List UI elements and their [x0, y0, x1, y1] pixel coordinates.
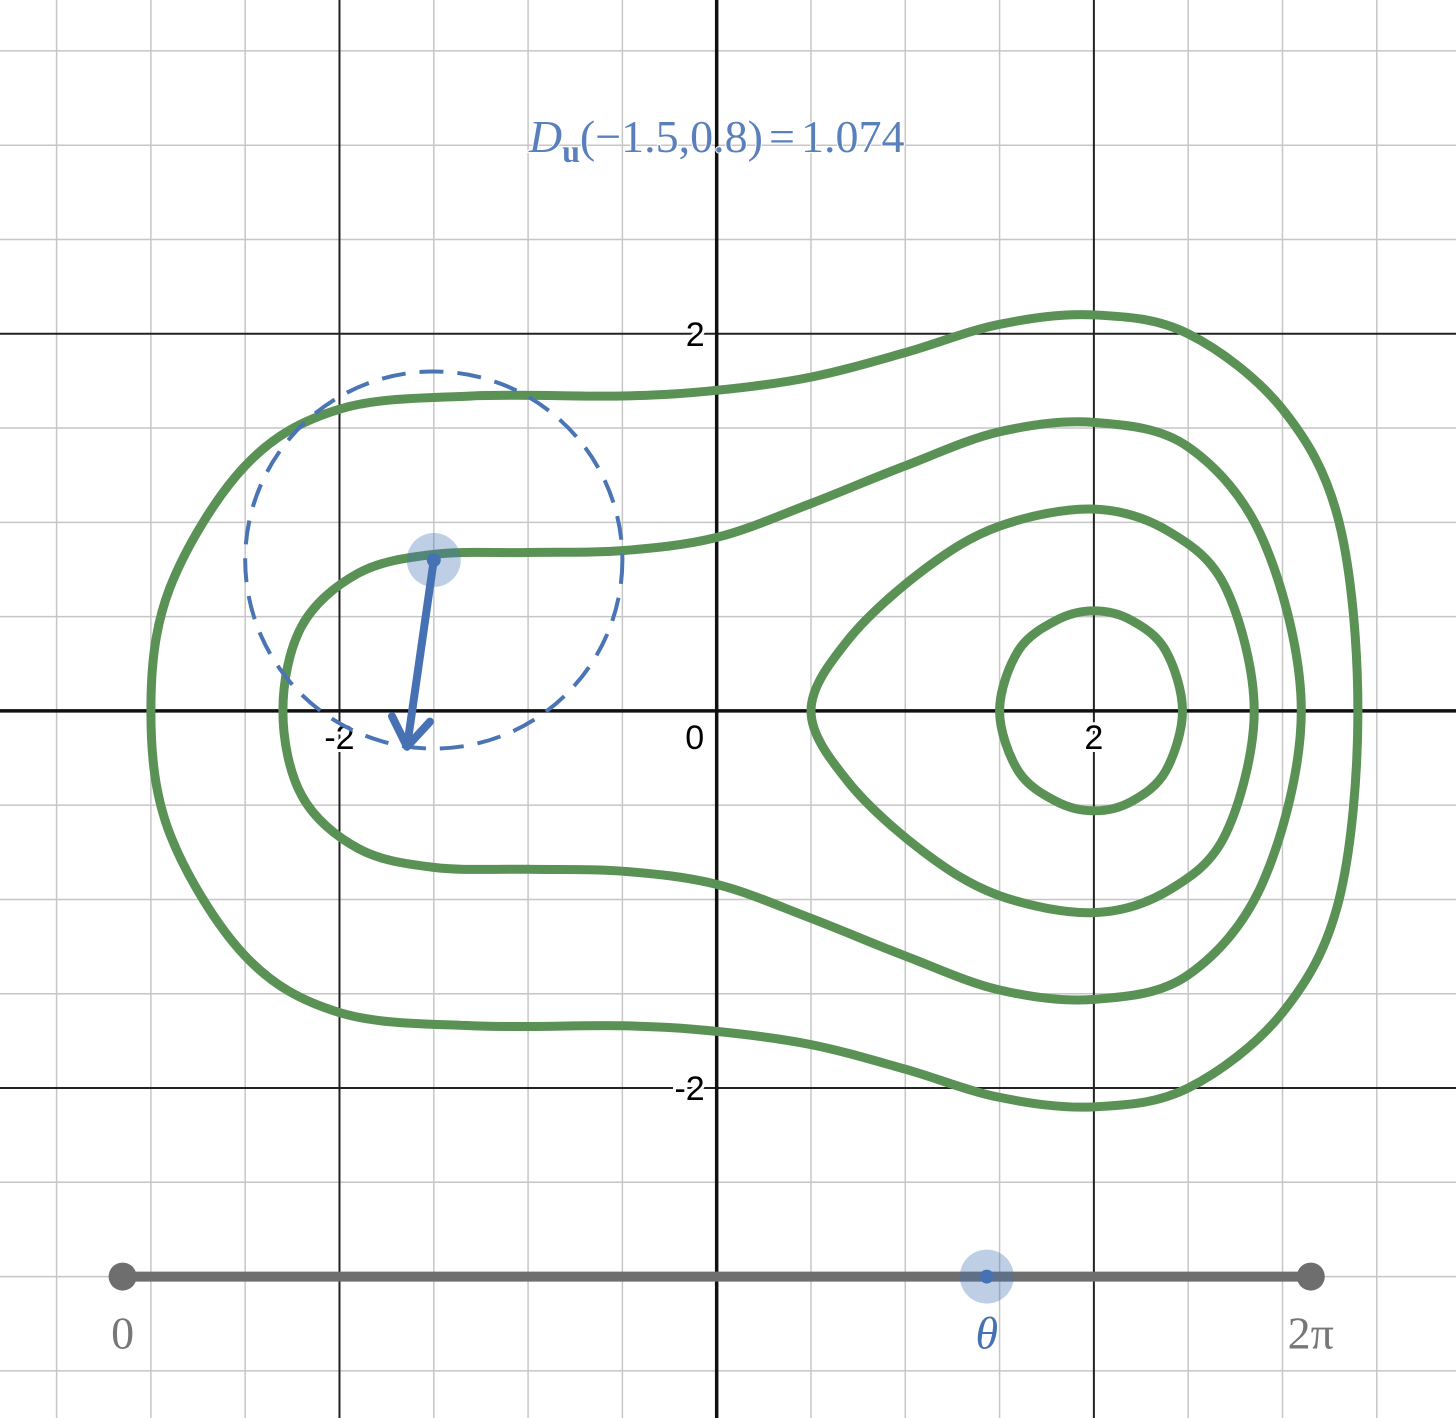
- direction-vector: [403, 556, 438, 751]
- formula-args: (−1.5,0.8): [580, 111, 763, 162]
- vector-arrowhead: [387, 712, 435, 751]
- slider-variable-label: θ: [975, 1308, 998, 1359]
- point-dot: [426, 553, 441, 568]
- unit-circle-layer: [243, 369, 625, 751]
- contour-level-2: [278, 417, 1306, 1005]
- unit-circle: [243, 369, 625, 751]
- formula-d: D: [528, 111, 562, 162]
- directional-derivative-label: Du(−1.5,0.8) = 1.074: [528, 111, 905, 169]
- tick-labels: -2 0 2 2 -2: [321, 313, 1106, 1111]
- slider-handle-dot: [979, 1269, 994, 1284]
- formula-value: 1.074: [801, 111, 905, 162]
- slider-max-endpoint: [1296, 1262, 1325, 1291]
- y-tick-label: 2: [686, 316, 705, 354]
- y-tick-label: -2: [674, 1070, 704, 1108]
- slider-min-label: 0: [111, 1308, 134, 1359]
- slider-max-label: 2π: [1288, 1308, 1334, 1359]
- x-tick-label: -2: [324, 719, 354, 757]
- contour-level-3: [806, 504, 1259, 918]
- x-tick-label: 2: [1084, 719, 1103, 757]
- contour-lines: [146, 310, 1363, 1112]
- formula-subscript: u: [562, 133, 580, 169]
- x-tick-label: 0: [685, 719, 704, 757]
- contour-level-4: [995, 606, 1187, 816]
- slider-min-endpoint: [108, 1262, 137, 1291]
- formula-equals: =: [769, 111, 795, 162]
- theta-slider[interactable]: 0 2π θ: [108, 1249, 1334, 1359]
- contour-level-1: [146, 310, 1363, 1112]
- direction-vector-layer[interactable]: [387, 533, 461, 751]
